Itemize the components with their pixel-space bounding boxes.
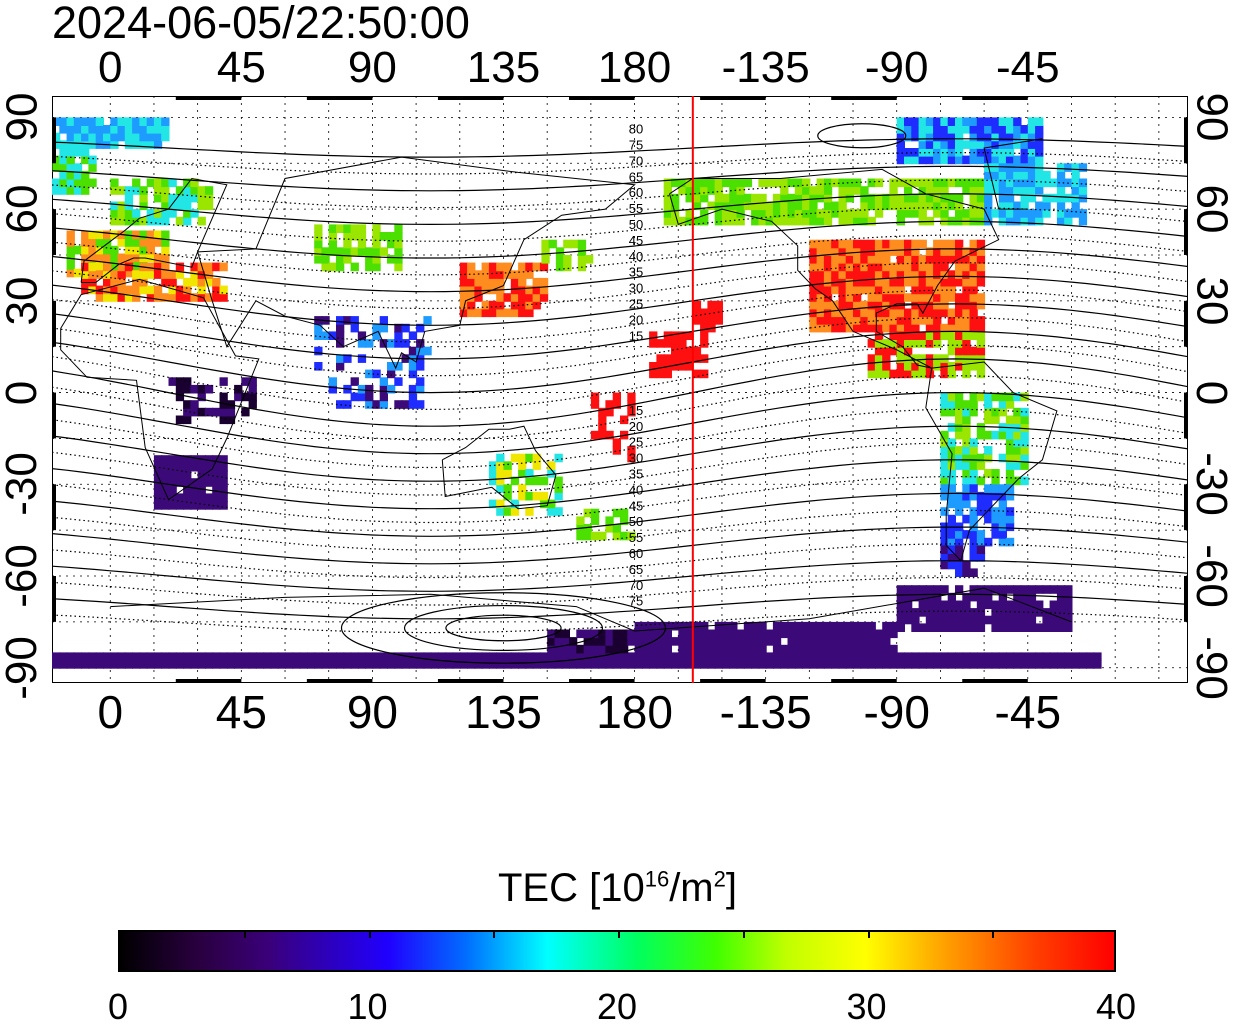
top-lon-tick-label: 0 [98,43,123,92]
colorbar-tick-label: 10 [347,986,388,1027]
colorbar-minor-tick [493,930,496,938]
magnetic-latitude-labels: 8075706560555045403530252015152025303540… [629,122,643,609]
tec-data-cells [52,117,1102,669]
maglat-label-south: 45 [629,498,643,513]
right-lat-tick-label: 0 [1186,380,1235,405]
bottom-lon-tick-label: -90 [863,686,930,738]
top-lon-tick-label: -45 [995,43,1060,92]
colorbar-tick-label: 30 [846,986,887,1027]
tec-colorbar [118,930,1116,972]
maglat-label-north: 65 [629,169,643,184]
left-lat-tick-label: 0 [0,380,46,405]
left-lat-tick-label: -90 [0,635,46,700]
maglat-label-north: 60 [629,185,643,200]
left-lat-tick-label: -60 [0,544,46,608]
top-lon-tick-label: -135 [721,43,810,92]
maglat-label-north: 75 [629,138,643,153]
lat-lon-gridlines [52,96,1188,683]
bottom-lon-tick-label: 90 [346,686,398,738]
colorbar-minor-tick [618,930,620,938]
colorbar-label: TEC [1016/m2] [497,866,737,910]
maglat-label-north: 50 [629,217,643,232]
maglat-label-south: 25 [629,435,643,450]
maglat-label-north: 30 [629,281,643,296]
maglat-label-south: 15 [629,403,643,418]
maglat-label-south: 70 [629,578,643,593]
right-lat-tick-label: 30 [1186,276,1235,326]
maglat-label-north: 40 [629,249,643,264]
map-timestamp-title: 2024-06-05/22:50:00 [52,0,470,48]
tec-world-map: 8075706560555045403530252015152025303540… [52,96,1188,683]
coastline-segment [925,361,1058,562]
colorbar-tick-label: 40 [1095,986,1137,1027]
coastline-segment [441,425,557,510]
maglat-label-north: 80 [629,122,643,137]
colorbar-tick-label: 20 [596,986,638,1027]
maglat-label-south: 65 [629,562,643,577]
bottom-lon-tick-label: -135 [719,686,812,738]
left-lat-tick-label: -30 [0,452,46,517]
maglat-label-north: 45 [629,233,643,248]
colorbar-minor-tick [992,930,995,938]
frame-ticks [52,96,1188,683]
right-lat-tick-label: -90 [1187,635,1235,700]
top-lon-tick-label: 45 [216,43,266,92]
colorbar-minor-tick [742,930,745,938]
left-lat-tick-label: 30 [0,276,46,326]
colorbar-minor-tick [243,930,246,938]
maglat-label-south: 60 [629,546,643,561]
right-lat-tick-label: 90 [1186,92,1235,142]
coastline-segment [110,587,1072,632]
maglat-label-south: 40 [629,482,643,497]
top-lon-tick-label: -90 [864,43,929,92]
left-lat-tick-label: 90 [0,92,46,142]
maglat-label-north: 35 [629,265,643,280]
coastline-segment [52,138,1043,210]
top-lon-tick-label: 90 [347,43,397,92]
bottom-lon-tick-label: 135 [465,686,542,738]
coastline-segment [60,278,260,501]
colorbar-tick-label: 0 [107,986,129,1027]
top-lon-tick-label: 180 [597,43,672,92]
magnetic-latitude-contours [52,123,1188,664]
maglat-label-south: 30 [629,451,643,466]
coastline-segment [669,168,1000,369]
top-lon-tick-label: 135 [466,43,541,92]
colorbar-minor-tick [368,930,371,938]
maglat-label-south: 55 [629,530,643,545]
coastline-segment [197,156,636,370]
right-lat-tick-label: -30 [1187,452,1235,517]
bottom-lon-tick-label: 45 [215,686,267,738]
bottom-lon-tick-label: 180 [596,686,673,738]
maglat-label-north: 70 [629,153,643,168]
maglat-label-south: 35 [629,466,643,481]
maglat-label-south: 20 [629,419,643,434]
maglat-label-north: 20 [629,312,643,327]
maglat-label-north: 55 [629,201,643,216]
colorbar-minor-tick [867,930,870,938]
maglat-label-north: 25 [629,297,643,312]
coastlines [52,138,1072,632]
maglat-label-south: 50 [629,514,643,529]
bottom-lon-tick-label: -45 [994,686,1062,738]
coastline-segment [80,177,228,283]
right-lat-tick-label: 60 [1186,184,1235,234]
maglat-label-south: 75 [629,594,643,609]
left-lat-tick-label: 60 [0,184,46,234]
bottom-lon-tick-label: 0 [97,686,124,738]
maglat-label-north: 15 [629,328,643,343]
right-lat-tick-label: -60 [1187,544,1235,608]
